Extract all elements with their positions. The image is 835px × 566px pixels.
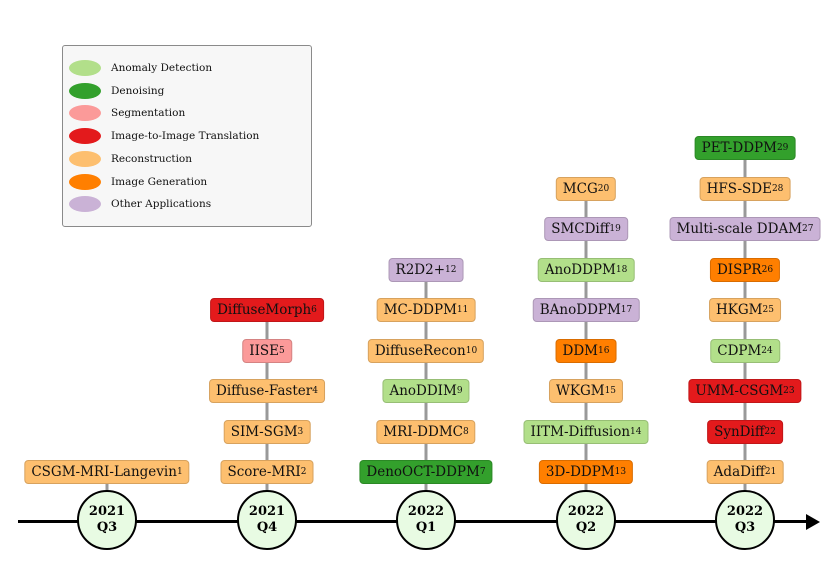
legend-item: Reconstruction — [69, 149, 192, 169]
period-year: 2022 — [726, 504, 764, 519]
paper-name: PET-DDPM — [701, 140, 777, 156]
paper-name: AdaDiff — [713, 464, 765, 480]
legend-item: Segmentation — [69, 103, 185, 123]
paper-box: Multi-scale DDAM 27 — [669, 217, 821, 241]
paper-box: SMCDiff 19 — [544, 217, 628, 241]
paper-box: MCG 20 — [555, 176, 617, 201]
period-node: 2021 Q3 — [77, 490, 137, 550]
paper-name: HFS-SDE — [706, 180, 772, 197]
paper-name: DISPR — [716, 261, 762, 278]
paper-box: WKGM 15 — [548, 379, 624, 403]
period-year: 2021 — [248, 504, 286, 519]
legend-item: Image Generation — [69, 172, 207, 192]
paper-box: PET-DDPM 29 — [694, 136, 796, 160]
paper-name: WKGM — [555, 383, 605, 399]
paper-name: AnoDDPM — [544, 261, 616, 278]
paper-box: 3D-DDPM 13 — [538, 460, 634, 484]
paper-name: Score-MRI — [227, 464, 301, 480]
paper-box: CDPM 24 — [710, 338, 780, 363]
legend-item: Image-to-Image Translation — [69, 126, 259, 146]
paper-box: HFS-SDE 28 — [699, 176, 791, 201]
paper-name: SIM-SGM — [230, 423, 298, 440]
paper-box: Diffuse-Faster 4 — [209, 379, 325, 403]
paper-box: AnoDDIM 9 — [382, 379, 470, 403]
legend-item: Other Applications — [69, 194, 211, 214]
paper-box: DDM 16 — [555, 338, 617, 363]
paper-box: AnoDDPM 18 — [537, 257, 635, 282]
legend-label: Denoising — [111, 84, 165, 97]
period-year: 2021 — [88, 504, 126, 519]
legend-swatch-icon — [69, 105, 101, 122]
period-node: 2022 Q3 — [715, 490, 775, 550]
legend-label: Other Applications — [111, 198, 212, 211]
paper-name: AnoDDIM — [389, 383, 457, 399]
timeline-connector — [743, 148, 747, 520]
paper-box: R2D2+ 12 — [388, 257, 464, 282]
paper-box: DiffuseRecon 10 — [367, 338, 485, 363]
paper-box: HKGM 25 — [709, 298, 781, 322]
period-node: 2022 Q2 — [556, 490, 616, 550]
paper-box: CSGM-MRI-Langevin 1 — [24, 460, 190, 484]
legend-item: Anomaly Detection — [69, 58, 212, 78]
period-node: 2021 Q4 — [237, 490, 297, 550]
paper-name: R2D2+ — [395, 261, 446, 278]
paper-box: MRI-DDMC 8 — [376, 419, 476, 444]
paper-box: Score-MRI 2 — [220, 460, 314, 484]
paper-name: 3D-DDPM — [545, 464, 615, 480]
paper-name: DDM — [562, 342, 599, 359]
legend-swatch-icon — [69, 60, 101, 76]
paper-name: DiffuseRecon — [374, 342, 466, 359]
paper-name: CDPM — [717, 342, 762, 359]
period-quarter: Q4 — [256, 520, 278, 535]
legend-label: Image-to-Image Translation — [111, 130, 260, 143]
paper-name: HKGM — [716, 302, 763, 318]
paper-box: SynDiff 22 — [707, 419, 783, 444]
paper-box: SIM-SGM 3 — [223, 419, 311, 444]
paper-name: CSGM-MRI-Langevin — [31, 464, 177, 480]
period-quarter: Q1 — [415, 520, 437, 535]
paper-box: IISE 5 — [242, 338, 292, 363]
period-node: 2022 Q1 — [396, 490, 456, 550]
paper-name: BAnoDDPM — [539, 302, 621, 318]
legend-label: Reconstruction — [111, 152, 193, 165]
paper-box: AdaDiff 21 — [706, 460, 784, 484]
paper-name: DiffuseMorph — [217, 302, 312, 318]
period-year: 2022 — [567, 504, 605, 519]
paper-name: DenoOCT-DDPM — [366, 464, 480, 480]
legend-swatch-icon — [69, 82, 101, 99]
paper-name: SynDiff — [714, 423, 765, 440]
timeline-connector — [265, 310, 269, 520]
paper-name: MRI-DDMC — [383, 423, 463, 440]
legend-label: Segmentation — [111, 107, 186, 120]
legend-label: Image Generation — [111, 175, 208, 188]
paper-name: IITM-Diffusion — [530, 423, 631, 440]
period-quarter: Q3 — [96, 520, 118, 535]
paper-name: MC-DDPM — [383, 302, 457, 318]
paper-box: DenoOCT-DDPM 7 — [359, 460, 493, 484]
period-quarter: Q2 — [575, 520, 597, 535]
paper-box: DiffuseMorph 6 — [210, 298, 324, 322]
period-quarter: Q3 — [734, 520, 756, 535]
legend-item: Denoising — [69, 81, 164, 101]
paper-name: IISE — [249, 342, 280, 359]
paper-name: MCG — [562, 180, 598, 197]
legend-swatch-icon — [69, 196, 101, 213]
paper-box: IITM-Diffusion 14 — [523, 419, 649, 444]
paper-box: BAnoDDPM 17 — [532, 298, 640, 322]
legend-swatch-icon — [69, 150, 101, 167]
paper-box: UMM-CSGM 23 — [688, 379, 802, 403]
arrow-right-icon — [806, 514, 820, 530]
paper-name: UMM-CSGM — [695, 383, 784, 399]
paper-box: DISPR 26 — [709, 257, 781, 282]
paper-name: Multi-scale DDAM — [676, 221, 803, 237]
legend-swatch-icon — [69, 173, 101, 190]
legend: Anomaly Detection Denoising Segmentation Im… — [62, 45, 312, 227]
paper-box: MC-DDPM 11 — [376, 298, 476, 322]
legend-swatch-icon — [69, 128, 101, 145]
legend-label: Anomaly Detection — [111, 62, 213, 74]
paper-name: SMCDiff — [551, 221, 610, 237]
paper-name: Diffuse-Faster — [216, 383, 313, 399]
period-year: 2022 — [407, 504, 445, 519]
